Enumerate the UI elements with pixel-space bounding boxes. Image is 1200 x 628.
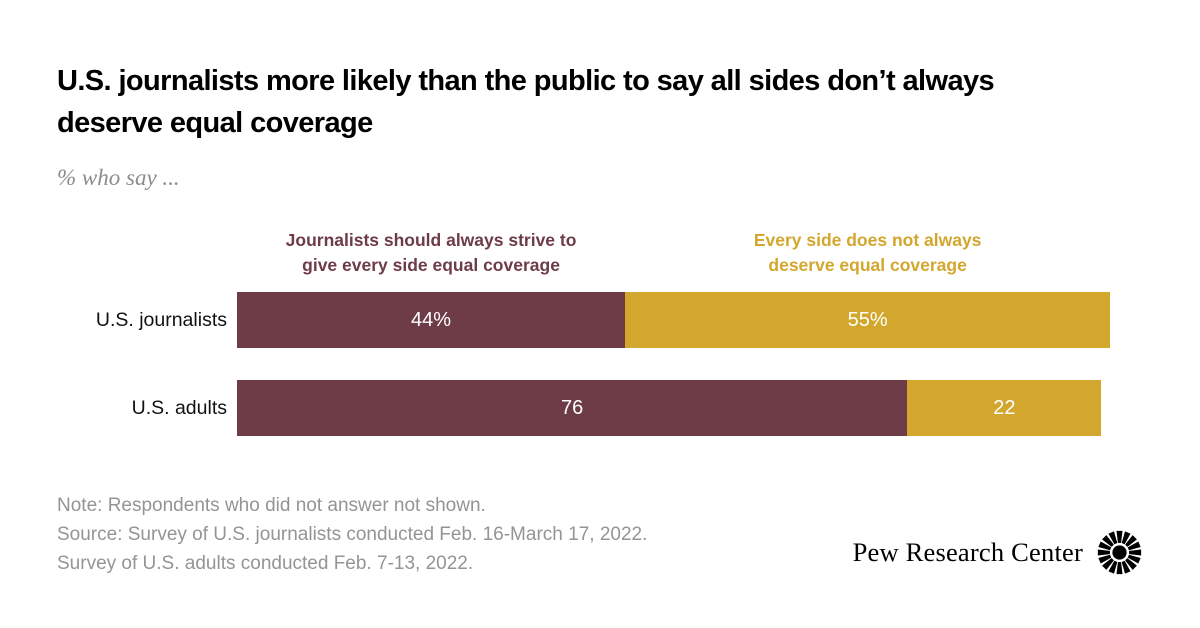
bar-segment-equal-coverage: 44% — [237, 292, 626, 348]
note-line: Source: Survey of U.S. journalists condu… — [57, 524, 648, 545]
bar-segment-not-equal-coverage: 55% — [625, 292, 1111, 348]
bar-value-label: 44% — [411, 308, 452, 331]
bar-row-journalists: U.S. journalists 44% 55% — [57, 292, 1143, 348]
bar-value-label: 76 — [561, 396, 584, 419]
chart-legend: Journalists should always strive to give… — [237, 228, 1119, 278]
legend-label-line: deserve equal coverage — [768, 255, 967, 275]
title-line-1: U.S. journalists more likely than the pu… — [57, 65, 995, 97]
note-line: Note: Respondents who did not answer not… — [57, 495, 486, 516]
legend-label-line: Every side does not always — [753, 230, 982, 250]
legend-item-not-equal-coverage: Every side does not always deserve equal… — [625, 228, 1110, 278]
pew-research-center-logo: Pew Research Center — [853, 529, 1143, 576]
bar-row-adults: U.S. adults 76 22 — [57, 380, 1143, 436]
bar-chart: U.S. journalists 44% 55% U.S. adults 76 … — [57, 292, 1143, 436]
pew-sunburst-icon — [1097, 530, 1142, 575]
brand-name: Pew Research Center — [852, 537, 1083, 567]
source-notes: Note: Respondents who did not answer not… — [57, 491, 647, 578]
note-line: Survey of U.S. adults conducted Feb. 7-1… — [57, 553, 474, 574]
bar-value-label: 22 — [993, 396, 1016, 419]
bar-segment-equal-coverage: 76 — [237, 380, 908, 436]
category-label: U.S. journalists — [95, 308, 227, 331]
bar-value-label: 55% — [847, 308, 888, 331]
bar-track: 44% 55% — [237, 292, 1119, 348]
page-title: U.S. journalists more likely than the pu… — [57, 60, 1143, 144]
title-line-2: deserve equal coverage — [57, 107, 373, 139]
chart-subtitle: % who say ... — [57, 165, 180, 190]
legend-label-line: give every side equal coverage — [302, 255, 560, 275]
bar-segment-not-equal-coverage: 22 — [907, 380, 1102, 436]
footer: Note: Respondents who did not answer not… — [57, 491, 1143, 578]
legend-label-line: Journalists should always strive to — [285, 230, 577, 250]
bar-track: 76 22 — [237, 380, 1119, 436]
legend-item-equal-coverage: Journalists should always strive to give… — [237, 228, 625, 278]
category-label: U.S. adults — [131, 396, 227, 419]
